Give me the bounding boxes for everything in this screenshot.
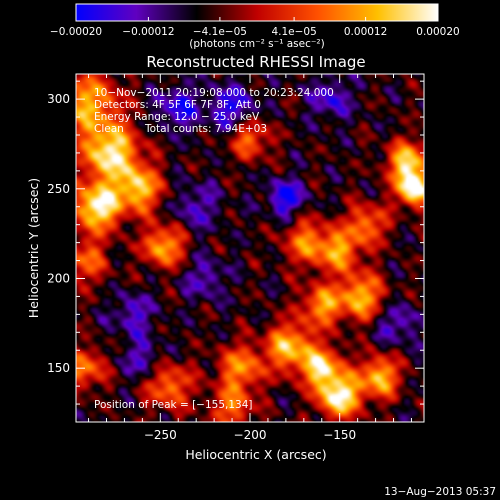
colorbar-tick-label: 4.1e−05	[271, 26, 316, 38]
heatmap-canvas	[76, 74, 424, 422]
axis-ticks: −250 −200 −150 150 200 250 300	[47, 74, 424, 442]
y-tick-label: 250	[47, 182, 70, 196]
colorbar-units-label: (photons cm⁻² s⁻¹ asec⁻²)	[189, 38, 324, 50]
y-tick-label: 150	[47, 361, 70, 375]
x-axis-label: Heliocentric X (arcsec)	[185, 447, 326, 462]
info-annotations: 10−Nov−2011 20:19:08.000 to 20:23:24.000…	[94, 87, 334, 411]
colorbar-gradient	[75, 3, 439, 22]
algorithm-text: Clean	[94, 123, 124, 135]
x-tick-label: −150	[323, 428, 356, 442]
colorbar-tick-label: −4.1e−05	[193, 26, 247, 38]
footer-date: 13−Aug−2013 05:37	[384, 486, 496, 498]
x-tick-label: −250	[144, 428, 177, 442]
colorbar-tick-label: −0.00012	[122, 26, 174, 38]
y-tick-label: 300	[47, 92, 70, 106]
total-counts-text: Total counts: 7.94E+03	[144, 123, 267, 135]
chart-title: Reconstructed RHESSI Image	[146, 53, 365, 71]
x-tick-label: −200	[234, 428, 267, 442]
peak-position-text: Position of Peak = [−155,134]	[94, 399, 253, 411]
time-range-text: 10−Nov−2011 20:19:08.000 to 20:23:24.000	[94, 87, 334, 99]
energy-range-text: Energy Range: 12.0 − 25.0 keV	[94, 111, 260, 123]
heatmap-image-wrapper	[76, 74, 424, 422]
colorbar-tick-label: −0.00020	[50, 26, 102, 38]
colorbar: −0.00020 −0.00012 −4.1e−05 4.1e−05 0.00012 0.…	[50, 3, 460, 50]
y-tick-label: 200	[47, 271, 70, 285]
colorbar-tick-label: 0.00012	[344, 26, 387, 38]
detectors-text: Detectors: 4F 5F 6F 7F 8F, Att 0	[94, 99, 261, 111]
colorbar-tick-label: 0.00020	[416, 26, 459, 38]
y-axis-label: Heliocentric Y (arcsec)	[26, 178, 41, 318]
